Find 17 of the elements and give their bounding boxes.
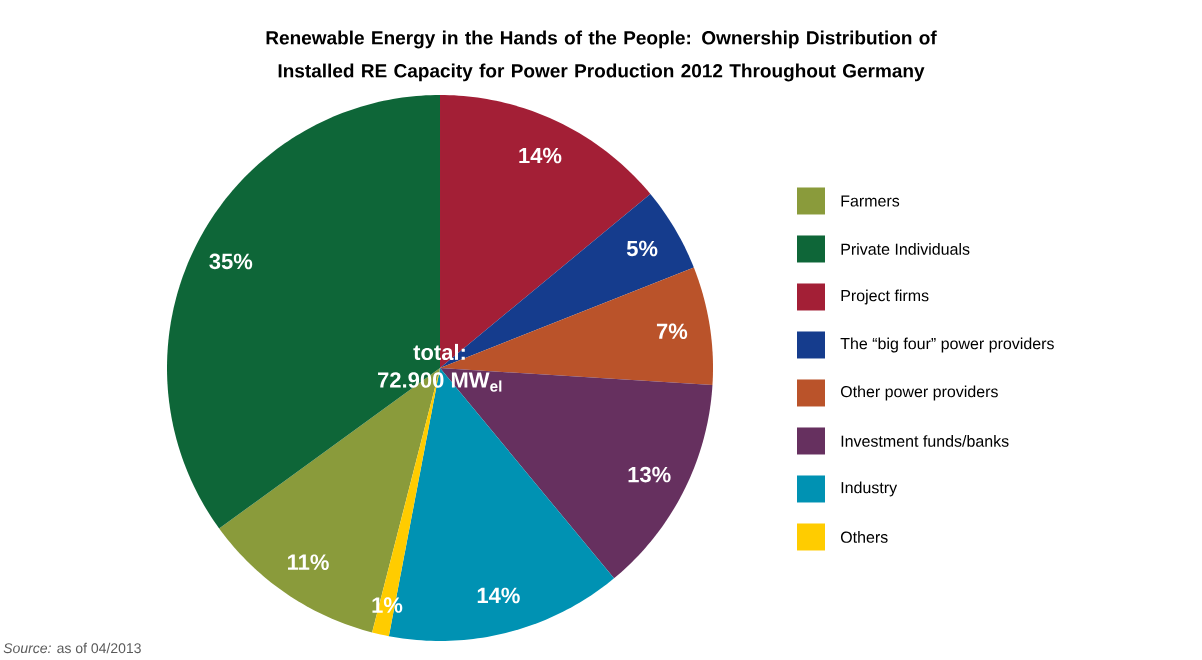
legend-label: Industry — [841, 481, 898, 497]
data-label: 11% — [288, 554, 329, 570]
data-label: 5% — [626, 240, 658, 257]
legend-label: Farmers — [841, 195, 900, 207]
data-label: 14% — [477, 587, 520, 604]
data-label: 13% — [628, 466, 671, 483]
legend-label: Other power providers — [840, 385, 998, 401]
text: Source: as of 04/2013 — [3, 642, 141, 654]
data-label: 7% — [656, 323, 688, 339]
data-label: 14% — [519, 147, 562, 164]
chart-title: Renewable Energy in the Hands of the People: Ownership Distribution of Installed RE Capacity for Power Production 2012 Throughout Germany — [266, 30, 937, 82]
legend-label: Private Individuals — [841, 243, 970, 255]
data-label: 35% — [209, 253, 253, 270]
legend-label: Investment funds/banks — [841, 435, 1009, 447]
legend-label: Others — [840, 531, 888, 543]
legend-label: Project firms — [841, 289, 929, 305]
legend-label: The “big four” power providers — [840, 337, 1054, 353]
